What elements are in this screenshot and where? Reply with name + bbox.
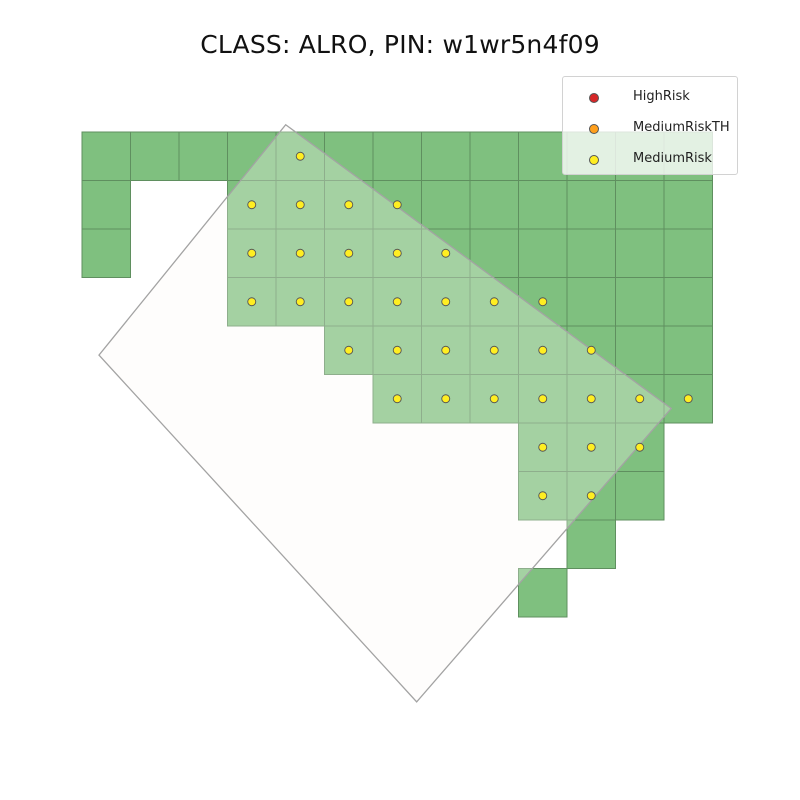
legend-marker	[589, 155, 599, 165]
grid-cell	[663, 325, 713, 375]
grid-cell	[663, 180, 713, 230]
grid-cell	[615, 180, 665, 230]
risk-point-mediumrisk	[489, 297, 499, 307]
risk-markers	[247, 151, 693, 501]
grid-cell	[518, 131, 568, 181]
grid-cell	[81, 180, 131, 230]
risk-point-mediumrisk	[247, 200, 257, 210]
risk-point-mediumrisk	[489, 345, 499, 355]
risk-point-mediumrisk	[247, 297, 257, 307]
grid-cell	[518, 180, 568, 230]
legend-label: HighRisk	[633, 89, 690, 104]
grid-cell	[178, 131, 228, 181]
grid-cell	[566, 374, 616, 424]
grid-cell	[566, 228, 616, 278]
risk-point-mediumrisk	[392, 200, 402, 210]
risk-point-mediumrisk	[392, 394, 402, 404]
risk-point-mediumrisk	[441, 345, 451, 355]
legend-label: MediumRiskTH	[633, 120, 730, 135]
risk-point-mediumrisk	[344, 297, 354, 307]
risk-point-mediumrisk	[586, 491, 596, 501]
risk-point-mediumrisk	[441, 394, 451, 404]
grid-cell	[130, 131, 180, 181]
risk-point-mediumrisk	[538, 297, 548, 307]
risk-point-mediumrisk	[538, 345, 548, 355]
risk-point-mediumrisk	[295, 248, 305, 258]
risk-point-mediumrisk	[392, 248, 402, 258]
risk-point-mediumrisk	[392, 297, 402, 307]
risk-point-mediumrisk	[344, 248, 354, 258]
risk-point-mediumrisk	[489, 394, 499, 404]
grid-cell	[469, 131, 519, 181]
legend-label: MediumRisk	[633, 151, 712, 166]
risk-point-mediumrisk	[538, 491, 548, 501]
grid-cell	[615, 277, 665, 327]
legend-entry: MediumRiskTH	[563, 119, 739, 139]
grid-cell	[469, 180, 519, 230]
grid-cell	[421, 131, 471, 181]
risk-point-mediumrisk	[538, 442, 548, 452]
grid-cell	[663, 277, 713, 327]
risk-point-mediumrisk	[295, 297, 305, 307]
grid-cell	[81, 228, 131, 278]
grid-cell	[615, 325, 665, 375]
legend-entry: HighRisk	[563, 88, 739, 108]
grid-cell	[566, 519, 616, 569]
risk-point-mediumrisk	[683, 394, 693, 404]
parcel-polygon	[98, 123, 673, 703]
risk-point-mediumrisk	[635, 394, 645, 404]
grid-cell	[566, 277, 616, 327]
risk-point-mediumrisk	[586, 345, 596, 355]
legend: HighRisk MediumRiskTH MediumRisk	[562, 76, 738, 175]
grid-cell	[518, 568, 568, 618]
risk-point-mediumrisk	[295, 151, 305, 161]
legend-marker	[589, 124, 599, 134]
risk-point-mediumrisk	[635, 442, 645, 452]
legend-entry: MediumRisk	[563, 150, 739, 170]
grid-cell	[566, 325, 616, 375]
risk-point-mediumrisk	[441, 248, 451, 258]
grid-cell	[566, 180, 616, 230]
risk-point-mediumrisk	[344, 345, 354, 355]
legend-marker	[589, 93, 599, 103]
grid-cell	[372, 131, 422, 181]
grid-cell	[469, 228, 519, 278]
chart-title: CLASS: ALRO, PIN: w1wr5n4f09	[200, 30, 600, 59]
risk-point-mediumrisk	[344, 200, 354, 210]
grid-cell	[518, 228, 568, 278]
risk-point-mediumrisk	[538, 394, 548, 404]
risk-point-mediumrisk	[392, 345, 402, 355]
risk-point-mediumrisk	[295, 200, 305, 210]
risk-point-mediumrisk	[586, 442, 596, 452]
grid-cell	[615, 228, 665, 278]
risk-point-mediumrisk	[586, 394, 596, 404]
grid-cell	[421, 180, 471, 230]
risk-point-mediumrisk	[247, 248, 257, 258]
risk-point-mediumrisk	[441, 297, 451, 307]
grid-cell	[81, 131, 131, 181]
grid-cell	[615, 471, 665, 521]
grid-cell	[663, 228, 713, 278]
